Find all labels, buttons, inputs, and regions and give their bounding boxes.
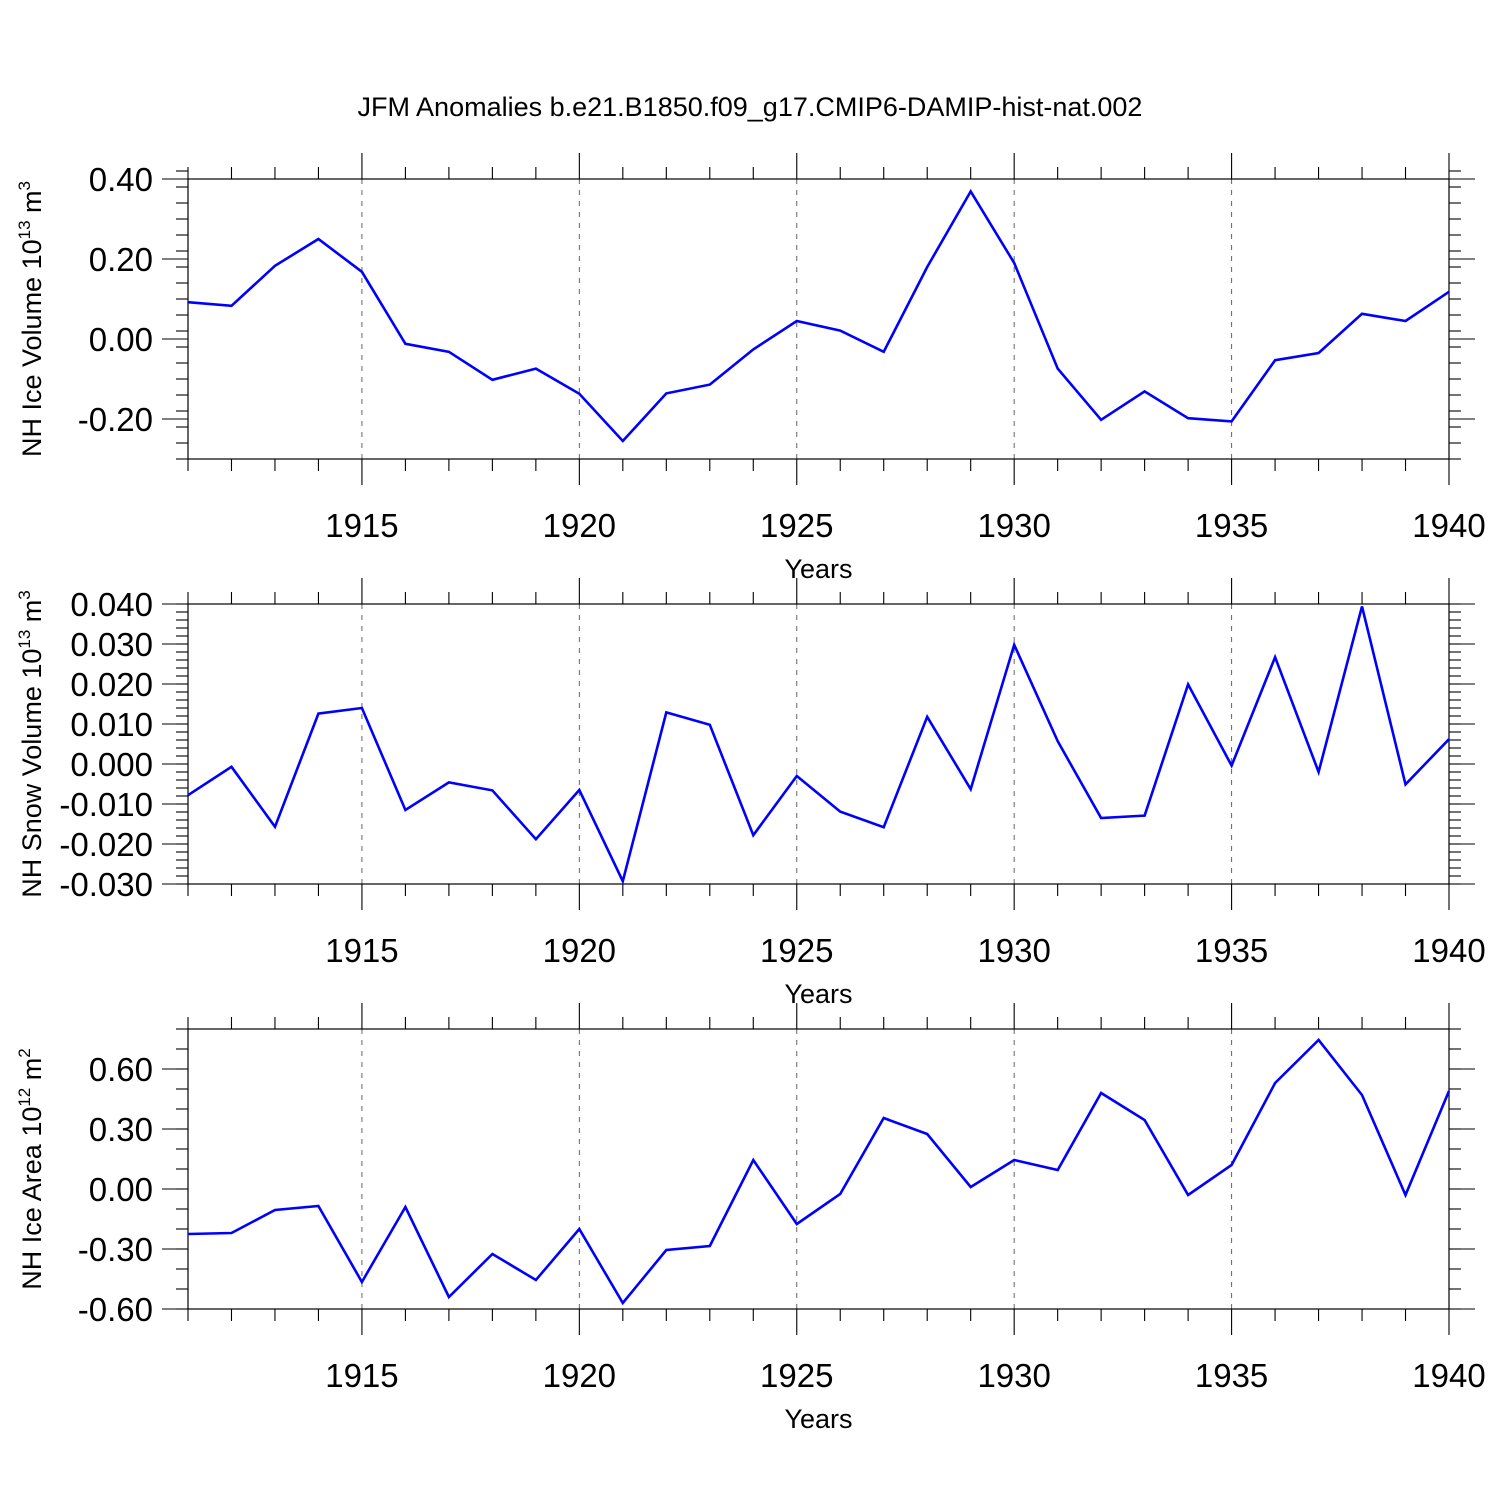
y-tick-label: 0.00 — [89, 1171, 153, 1208]
y-tick-label: -0.020 — [59, 826, 153, 863]
panel-3: -0.60 -0.30 0.00 0.30 0.60 1915 1920 1925 1930 19… — [15, 1003, 1486, 1434]
x-tick-label: 1935 — [1195, 507, 1268, 544]
y-tick-label: -0.010 — [59, 786, 153, 823]
series-line — [187, 1038, 1451, 1306]
x-axis-label: Years — [784, 554, 852, 584]
y-tick-label: 0.020 — [70, 666, 153, 703]
x-tick-label: 1925 — [760, 932, 833, 969]
y-axis-label: NH Snow Volume 1013 m3 — [15, 590, 47, 898]
plot-frame — [187, 1028, 1450, 1310]
chart-title: JFM Anomalies b.e21.B1850.f09_g17.CMIP6-… — [358, 92, 1143, 122]
panel-2: -0.030-0.020-0.0100.0000.0100.0200.0300.… — [15, 578, 1486, 1009]
y-tick-label: -0.30 — [78, 1231, 153, 1268]
y-tick-label: 0.40 — [89, 161, 153, 198]
x-axis-label: Years — [784, 979, 852, 1009]
x-tick-label: 1915 — [325, 932, 398, 969]
y-tick-label: -0.60 — [78, 1291, 153, 1328]
series-line — [187, 188, 1450, 443]
y-tick-label: 0.30 — [89, 1111, 153, 1148]
y-tick-label: 0.000 — [70, 746, 153, 783]
x-tick-label: 1930 — [977, 1357, 1050, 1394]
x-tick-label: 1940 — [1412, 932, 1485, 969]
series-line — [187, 606, 1450, 885]
y-axis-label: NH Ice Area 1012 m2 — [15, 1048, 47, 1289]
y-tick-label: -0.20 — [78, 401, 153, 438]
plot-frame — [187, 178, 1450, 460]
panel-1: -0.20 0.00 0.20 0.40 1915 1920 1925 1930 1935 194… — [15, 153, 1486, 584]
x-tick-label: 1920 — [543, 1357, 616, 1394]
x-tick-label: 1940 — [1412, 507, 1485, 544]
x-tick-label: 1920 — [543, 507, 616, 544]
y-tick-label: 0.60 — [89, 1051, 153, 1088]
x-tick-label: 1915 — [325, 1357, 398, 1394]
plot-frame — [187, 603, 1450, 885]
y-tick-label: 0.20 — [89, 241, 153, 278]
x-tick-label: 1925 — [760, 507, 833, 544]
x-axis-label: Years — [784, 1404, 852, 1434]
y-tick-label: 0.00 — [89, 321, 153, 358]
y-axis-label: NH Ice Volume 1013 m3 — [15, 181, 47, 457]
x-tick-label: 1920 — [543, 932, 616, 969]
x-tick-label: 1930 — [977, 932, 1050, 969]
x-tick-label: 1915 — [325, 507, 398, 544]
y-tick-label: 0.010 — [70, 706, 153, 743]
x-tick-label: 1925 — [760, 1357, 833, 1394]
x-tick-label: 1930 — [977, 507, 1050, 544]
x-tick-label: 1935 — [1195, 932, 1268, 969]
y-tick-label: 0.040 — [70, 586, 153, 623]
x-tick-label: 1935 — [1195, 1357, 1268, 1394]
x-tick-label: 1940 — [1412, 1357, 1485, 1394]
y-tick-label: -0.030 — [59, 866, 153, 903]
y-tick-label: 0.030 — [70, 626, 153, 663]
